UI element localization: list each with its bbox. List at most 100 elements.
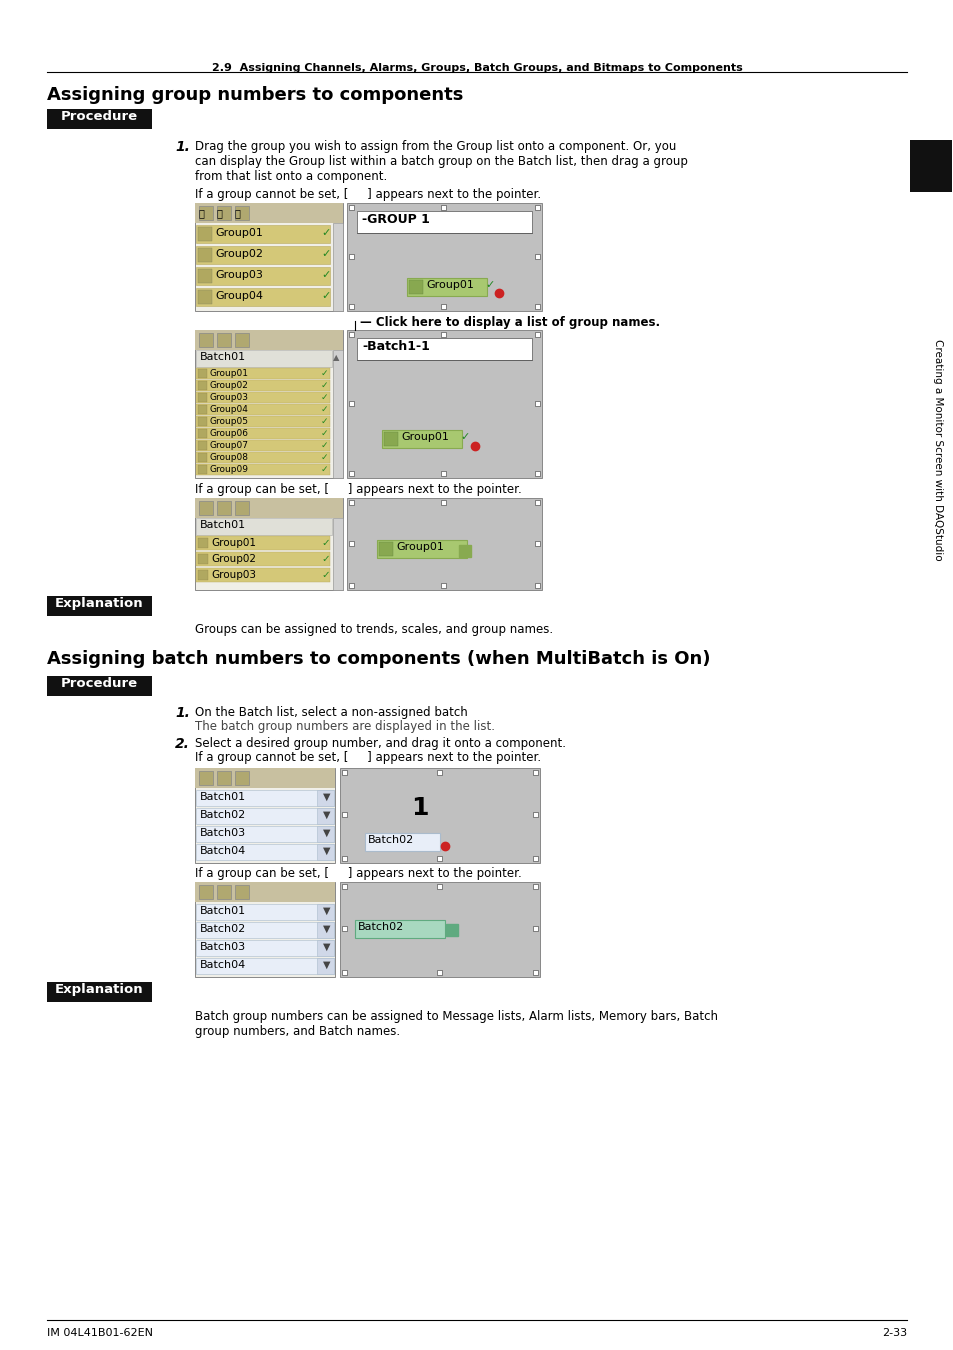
Bar — [535, 254, 539, 259]
Text: group numbers, and Batch names.: group numbers, and Batch names. — [194, 1025, 399, 1038]
Text: Batch group numbers can be assigned to Message lists, Alarm lists, Memory bars, : Batch group numbers can be assigned to M… — [194, 1010, 718, 1023]
Text: Assigning group numbers to components: Assigning group numbers to components — [47, 86, 463, 104]
Bar — [535, 500, 539, 505]
Text: ▼: ▼ — [323, 942, 330, 952]
Text: Batch02: Batch02 — [368, 836, 414, 845]
Text: Batch01: Batch01 — [200, 352, 246, 362]
Text: can display the Group list within a batch group on the Batch list, then drag a g: can display the Group list within a batc… — [194, 155, 687, 167]
Bar — [407, 278, 486, 296]
Bar — [384, 432, 397, 446]
Bar — [199, 771, 213, 784]
Text: Group01: Group01 — [214, 228, 263, 238]
Bar — [194, 882, 335, 977]
Text: IM 04L41B01-62EN: IM 04L41B01-62EN — [47, 1328, 152, 1338]
Bar — [316, 826, 334, 842]
Bar — [198, 393, 207, 402]
Bar — [316, 790, 334, 806]
Text: 1.: 1. — [174, 706, 190, 720]
Text: Batch04: Batch04 — [200, 960, 246, 971]
Bar — [349, 304, 354, 309]
Bar — [333, 223, 343, 310]
Text: ✓: ✓ — [320, 405, 328, 414]
Bar — [535, 205, 539, 211]
Bar — [339, 768, 539, 863]
Bar — [347, 202, 541, 310]
Bar — [533, 811, 537, 817]
Bar — [381, 431, 461, 448]
Text: ✓: ✓ — [461, 547, 468, 555]
Text: ✓: ✓ — [320, 292, 330, 301]
Bar — [535, 332, 539, 338]
Text: On the Batch list, select a non-assigned batch: On the Batch list, select a non-assigned… — [194, 706, 467, 720]
Bar — [341, 856, 347, 861]
Text: ✓: ✓ — [320, 248, 330, 259]
Text: -Batch1-1: -Batch1-1 — [361, 340, 430, 352]
Bar — [535, 583, 539, 589]
Bar — [216, 771, 231, 784]
Bar — [440, 332, 446, 338]
Bar — [47, 595, 152, 616]
Bar — [195, 904, 334, 919]
Bar — [195, 536, 330, 549]
Bar — [198, 405, 207, 414]
Text: Batch01: Batch01 — [200, 792, 246, 802]
Bar — [195, 288, 330, 306]
Bar — [47, 676, 152, 697]
Bar — [195, 246, 330, 265]
Bar — [436, 856, 441, 861]
Text: ✓: ✓ — [484, 279, 494, 290]
Bar — [376, 540, 467, 558]
Bar — [195, 940, 334, 956]
Text: — Click here to display a list of group names.: — Click here to display a list of group … — [359, 316, 659, 329]
Text: Group06: Group06 — [210, 429, 249, 437]
Text: Group09: Group09 — [210, 464, 249, 474]
Bar — [339, 882, 539, 977]
Text: 2: 2 — [923, 155, 937, 176]
Bar — [535, 401, 539, 406]
Bar — [198, 454, 207, 462]
Bar — [347, 498, 541, 590]
Bar — [436, 769, 441, 775]
Bar — [199, 886, 213, 899]
Bar — [198, 464, 207, 474]
Bar — [194, 202, 343, 223]
Bar — [216, 886, 231, 899]
Bar — [533, 926, 537, 931]
Bar — [216, 207, 231, 220]
Bar — [535, 541, 539, 545]
Bar — [349, 254, 354, 259]
Bar — [198, 570, 208, 580]
Bar — [195, 922, 334, 938]
Bar — [195, 440, 330, 451]
Text: 1.: 1. — [174, 140, 190, 154]
Bar — [234, 501, 249, 514]
Bar — [378, 541, 393, 556]
Text: If a group can be set, [     ] appears next to the pointer.: If a group can be set, [ ] appears next … — [194, 483, 521, 495]
Bar — [316, 809, 334, 824]
Text: Group04: Group04 — [214, 292, 263, 301]
Bar — [333, 350, 343, 478]
Bar — [195, 428, 330, 439]
Bar — [194, 768, 335, 863]
Text: If a group cannot be set, [     ] appears next to the pointer.: If a group cannot be set, [ ] appears ne… — [194, 188, 540, 201]
Text: Group08: Group08 — [210, 454, 249, 462]
Text: Group05: Group05 — [210, 417, 249, 427]
Bar — [198, 539, 208, 548]
Text: ▼: ▼ — [323, 846, 330, 856]
Bar — [195, 464, 330, 475]
Bar — [195, 416, 330, 427]
Bar — [199, 207, 213, 220]
Text: ▼: ▼ — [323, 906, 330, 917]
Bar — [195, 826, 334, 842]
Text: 🗂: 🗂 — [198, 208, 204, 217]
Bar — [195, 404, 330, 414]
Text: 2.9  Assigning Channels, Alarms, Groups, Batch Groups, and Bitmaps to Components: 2.9 Assigning Channels, Alarms, Groups, … — [212, 63, 741, 73]
Text: Drag the group you wish to assign from the Group list onto a component. Or, you: Drag the group you wish to assign from t… — [194, 140, 676, 153]
Text: Group01: Group01 — [395, 541, 443, 552]
Bar — [198, 290, 212, 304]
Text: ✓: ✓ — [320, 570, 330, 580]
Bar — [198, 429, 207, 437]
Bar — [341, 884, 347, 890]
Text: ✓: ✓ — [320, 539, 330, 548]
Bar — [216, 501, 231, 514]
